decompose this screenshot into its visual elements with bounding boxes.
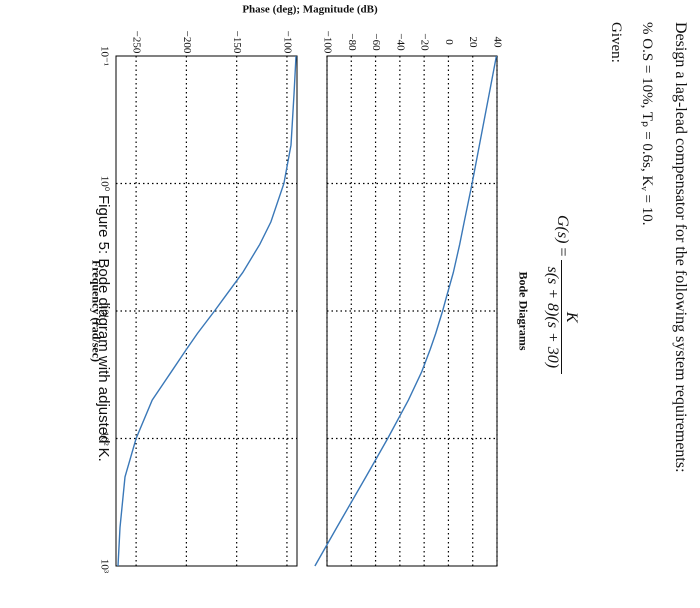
magnitude-tick-label: −40 xyxy=(394,33,406,51)
x-tick-label: 10³ xyxy=(98,559,110,574)
x-axis-label: Frequency (rad/sec) xyxy=(89,260,103,362)
magnitude-tick-label: 0 xyxy=(443,39,455,45)
phase-tick-label: −250 xyxy=(131,31,143,54)
phase-line xyxy=(117,55,297,567)
magnitude-tick-label: 40 xyxy=(491,37,503,49)
magnitude-line xyxy=(314,55,498,567)
magnitude-tick-label: −60 xyxy=(370,33,382,51)
phase-tick-label: −150 xyxy=(231,31,243,54)
y-axis-label: Phase (deg); Magnitude (dB) xyxy=(242,4,378,16)
x-tick-label: 10⁻¹ xyxy=(98,46,110,66)
x-tick-label: 10⁰ xyxy=(98,176,110,192)
x-tick-label: 10¹ xyxy=(98,304,110,318)
magnitude-tick-label: 20 xyxy=(467,37,479,49)
phase-tick-label: −100 xyxy=(281,31,293,54)
magnitude-tick-label: −20 xyxy=(419,33,431,51)
magnitude-tick-label: −80 xyxy=(346,33,358,51)
x-tick-label: 10² xyxy=(98,431,110,446)
magnitude-frame xyxy=(326,55,498,567)
phase-tick-label: −200 xyxy=(181,31,193,54)
chart-title: Bode Diagrams xyxy=(516,272,530,351)
magnitude-tick-label: −100 xyxy=(321,31,333,54)
phase-frame xyxy=(115,55,298,567)
